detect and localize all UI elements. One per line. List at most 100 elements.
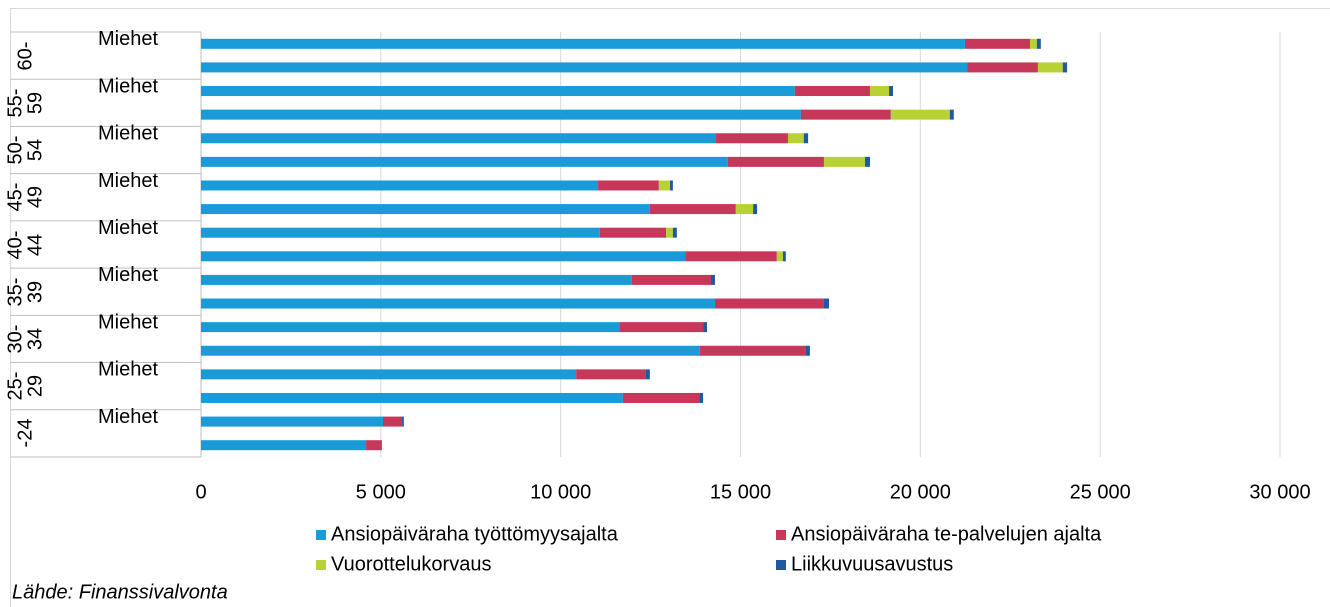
- source: Lähde: Finanssivalvonta: [12, 581, 228, 603]
- group-label: 40- 44: [4, 230, 47, 259]
- group-label: 55- 59: [4, 88, 47, 118]
- bar-segment: [658, 180, 671, 191]
- legend-label: Liikkuvuusavustus: [791, 553, 953, 575]
- bar-segment: [964, 38, 1031, 49]
- legend-swatch: [776, 530, 786, 540]
- bar-segment: [201, 227, 600, 238]
- bar-segment: [714, 298, 824, 309]
- bar-segment: [201, 38, 965, 49]
- bar-segment: [201, 204, 650, 215]
- bar-segment: [201, 133, 717, 144]
- bar-segment: [201, 251, 686, 262]
- bar-segment: [622, 392, 700, 403]
- bar-segment: [201, 109, 801, 120]
- bar-segment: [699, 392, 704, 403]
- y-tick-label: Miehet: [98, 406, 158, 428]
- bar-segment: [1037, 62, 1063, 73]
- group-label: -24: [14, 418, 37, 448]
- bar-segment: [823, 298, 829, 309]
- group-label: 35- 39: [4, 277, 47, 307]
- bar-segment: [645, 369, 650, 380]
- bar-segment: [823, 156, 865, 167]
- y-tick-label: Miehet: [98, 264, 158, 286]
- legend-label: Ansiopäiväraha te-palvelujen ajalta: [791, 523, 1102, 545]
- y-tick-label: Miehet: [98, 170, 158, 192]
- bar-segment: [201, 298, 715, 309]
- x-tick-label: 30 000: [1249, 481, 1310, 503]
- chart-border: [10, 8, 1330, 607]
- bar-segment: [201, 156, 728, 167]
- y-tick-label: Miehet: [98, 217, 158, 239]
- group-label: 25- 29: [4, 371, 47, 401]
- bar-segment: [631, 274, 712, 285]
- bar-segment: [670, 180, 673, 191]
- bar-segment: [672, 227, 677, 238]
- bar-segment: [794, 86, 870, 97]
- bar-segment: [803, 133, 809, 144]
- bar-segment: [201, 274, 632, 285]
- legend-swatch: [316, 530, 326, 540]
- y-tick-label: Miehet: [98, 359, 158, 381]
- bar-segment: [711, 274, 715, 285]
- bar-segment: [201, 392, 623, 403]
- bar-segment: [864, 156, 870, 167]
- bar-segment: [727, 156, 824, 167]
- bar-segment: [967, 62, 1038, 73]
- bar-segment: [666, 227, 673, 238]
- bar-segment: [201, 345, 700, 356]
- bar-segment: [735, 204, 754, 215]
- bar-segment: [805, 345, 810, 356]
- bar-segment: [776, 251, 783, 262]
- x-tick-label: 15 000: [710, 481, 771, 503]
- bar-segment: [782, 251, 786, 262]
- bar-segment: [201, 180, 599, 191]
- legend-swatch: [316, 560, 326, 570]
- bar-segment: [800, 109, 891, 120]
- group-label: 50- 54: [4, 135, 47, 165]
- group-label: 45- 49: [4, 182, 47, 212]
- bar-segment: [699, 345, 806, 356]
- bar-segment: [201, 440, 367, 451]
- bar-segment: [869, 86, 890, 97]
- bar-segment: [753, 204, 758, 215]
- legend-label: Vuorottelukorvaus: [331, 553, 491, 575]
- y-tick-label: Miehet: [98, 311, 158, 333]
- y-tick-label: Miehet: [98, 123, 158, 145]
- bar-segment: [685, 251, 777, 262]
- bar-segment: [576, 369, 646, 380]
- bar-segment: [599, 227, 667, 238]
- group-label: 30- 34: [4, 324, 47, 354]
- y-tick-label: Miehet: [98, 28, 158, 50]
- y-tick-label: Miehet: [98, 75, 158, 97]
- bar-segment: [201, 416, 383, 427]
- bar-segment: [382, 416, 403, 427]
- legend-swatch: [776, 560, 786, 570]
- bar-segment: [649, 204, 736, 215]
- bar-segment: [598, 180, 659, 191]
- bar-segment: [201, 62, 968, 73]
- bar-segment: [889, 86, 893, 97]
- bar-segment: [949, 109, 954, 120]
- x-tick-label: 20 000: [890, 481, 951, 503]
- group-label: 60-: [14, 41, 37, 71]
- bar-segment: [890, 109, 950, 120]
- x-tick-label: 0: [195, 481, 206, 503]
- bar-segment: [1030, 38, 1037, 49]
- bar-segment: [201, 86, 795, 97]
- bar-segment: [703, 322, 708, 333]
- bar-segment: [716, 133, 788, 144]
- x-tick-label: 10 000: [530, 481, 591, 503]
- x-tick-label: 25 000: [1070, 481, 1131, 503]
- bar-segment: [366, 440, 382, 451]
- bar-segment: [1062, 62, 1068, 73]
- bar-segment: [1036, 38, 1041, 49]
- bar-segment: [620, 322, 704, 333]
- bar-segment: [201, 322, 621, 333]
- bar-segment: [787, 133, 804, 144]
- bar-segment: [402, 416, 404, 427]
- x-tick-label: 5 000: [356, 481, 406, 503]
- bar-segment: [201, 369, 577, 380]
- legend-label: Ansiopäiväraha työttömyysajalta: [331, 523, 619, 545]
